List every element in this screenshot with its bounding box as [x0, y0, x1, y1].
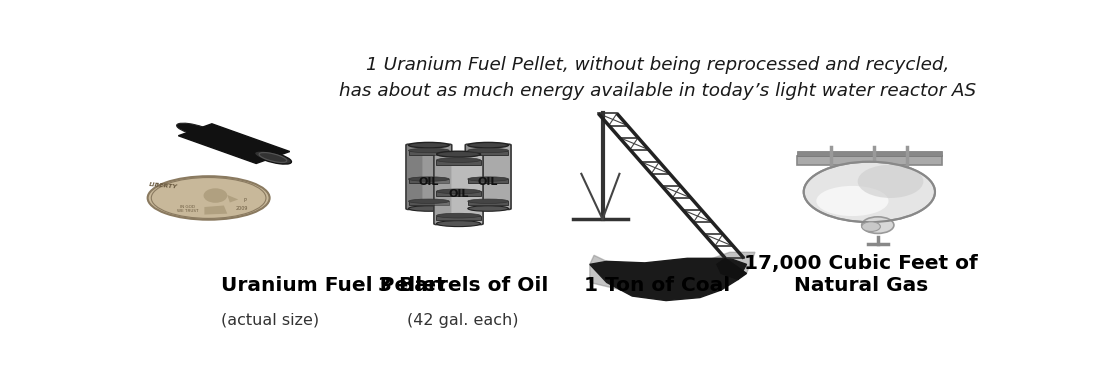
Ellipse shape: [861, 222, 880, 231]
Polygon shape: [590, 252, 755, 294]
FancyBboxPatch shape: [436, 160, 481, 165]
FancyBboxPatch shape: [409, 201, 449, 205]
FancyBboxPatch shape: [406, 144, 451, 209]
Ellipse shape: [816, 186, 889, 216]
Ellipse shape: [436, 221, 481, 227]
Text: 2009: 2009: [236, 206, 248, 211]
Text: 3 Barrels of Oil: 3 Barrels of Oil: [377, 276, 548, 294]
FancyBboxPatch shape: [409, 151, 449, 155]
Polygon shape: [717, 258, 747, 279]
Text: LIBERTY: LIBERTY: [149, 182, 177, 190]
Ellipse shape: [468, 142, 508, 148]
FancyBboxPatch shape: [436, 191, 481, 196]
Ellipse shape: [436, 158, 481, 162]
FancyBboxPatch shape: [407, 145, 422, 209]
Ellipse shape: [468, 206, 508, 211]
Text: 17,000 Cubic Feet of
Natural Gas: 17,000 Cubic Feet of Natural Gas: [744, 254, 978, 294]
Ellipse shape: [436, 151, 481, 157]
FancyBboxPatch shape: [466, 145, 482, 209]
Ellipse shape: [409, 142, 449, 148]
Ellipse shape: [468, 199, 508, 203]
Ellipse shape: [148, 176, 270, 220]
Ellipse shape: [861, 217, 894, 233]
Text: OIL: OIL: [478, 177, 498, 187]
Ellipse shape: [858, 165, 924, 198]
Ellipse shape: [409, 148, 449, 153]
FancyBboxPatch shape: [409, 179, 449, 183]
Ellipse shape: [436, 213, 481, 218]
Polygon shape: [204, 205, 227, 214]
Text: P: P: [244, 198, 247, 203]
Text: (actual size): (actual size): [221, 313, 319, 328]
Ellipse shape: [177, 123, 213, 136]
Ellipse shape: [255, 151, 292, 164]
FancyBboxPatch shape: [797, 151, 941, 156]
FancyBboxPatch shape: [466, 144, 512, 209]
Ellipse shape: [803, 162, 935, 222]
Ellipse shape: [436, 189, 481, 194]
Text: OIL: OIL: [448, 189, 469, 200]
FancyBboxPatch shape: [436, 216, 481, 220]
FancyBboxPatch shape: [468, 151, 508, 155]
FancyBboxPatch shape: [435, 154, 451, 224]
Polygon shape: [227, 195, 238, 203]
Polygon shape: [178, 124, 290, 163]
Text: OIL: OIL: [419, 177, 439, 187]
Text: 1 Uranium Fuel Pellet, without being reprocessed and recycled,
has about as much: 1 Uranium Fuel Pellet, without being rep…: [339, 56, 976, 100]
Text: 1 Ton of Coal: 1 Ton of Coal: [585, 276, 731, 294]
Ellipse shape: [409, 206, 449, 211]
Text: IN GOD
WE TRUST: IN GOD WE TRUST: [177, 205, 198, 213]
Ellipse shape: [409, 199, 449, 203]
FancyBboxPatch shape: [797, 156, 941, 165]
FancyBboxPatch shape: [468, 179, 508, 183]
Polygon shape: [590, 258, 747, 301]
Ellipse shape: [468, 148, 508, 153]
Ellipse shape: [468, 177, 508, 181]
Text: Uranium Fuel Pellet: Uranium Fuel Pellet: [221, 276, 446, 294]
FancyBboxPatch shape: [468, 201, 508, 205]
FancyBboxPatch shape: [434, 153, 483, 225]
Ellipse shape: [409, 177, 449, 181]
Text: (42 gal. each): (42 gal. each): [407, 313, 518, 328]
Ellipse shape: [203, 188, 227, 203]
